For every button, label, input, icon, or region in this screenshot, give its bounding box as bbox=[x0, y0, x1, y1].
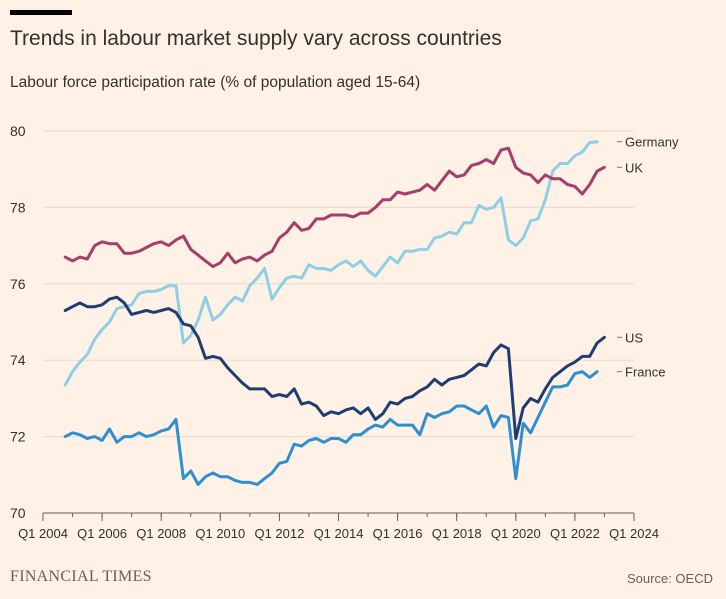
series-label-france: France bbox=[625, 365, 665, 380]
x-tick-label: Q1 2010 bbox=[195, 526, 245, 541]
x-tick-label: Q1 2014 bbox=[314, 526, 364, 541]
grid-layer: 70 72 74 76 78 80 bbox=[10, 123, 634, 521]
x-tick-label: Q1 2008 bbox=[136, 526, 186, 541]
series-line-germany bbox=[63, 140, 599, 387]
y-tick-label: 74 bbox=[10, 352, 26, 368]
x-tick-label: Q1 2006 bbox=[77, 526, 127, 541]
x-tick-label: Q1 2004 bbox=[18, 526, 68, 541]
x-tick-label: Q1 2016 bbox=[373, 526, 423, 541]
series-label-germany: Germany bbox=[625, 135, 679, 150]
x-tick-label: Q1 2012 bbox=[254, 526, 304, 541]
y-tick-label: 76 bbox=[10, 276, 26, 292]
x-tick-label: Q1 2024 bbox=[609, 526, 659, 541]
y-tick-label: 78 bbox=[10, 199, 26, 215]
series-label-us: US bbox=[625, 330, 643, 345]
x-tick-label: Q1 2018 bbox=[432, 526, 482, 541]
series-line-uk bbox=[63, 146, 606, 269]
source-note: Source: OECD bbox=[627, 571, 713, 586]
chart-title: Trends in labour market supply vary acro… bbox=[10, 27, 502, 50]
y-tick-label: 80 bbox=[10, 123, 26, 139]
line-chart: 70 72 74 76 78 80 Q1 2004 Q1 2006 Q1 2008 Q1 201… bbox=[10, 123, 679, 541]
y-tick-label: 72 bbox=[10, 429, 26, 445]
series-labels: Germany UK US France bbox=[617, 135, 679, 380]
series-layer bbox=[63, 140, 606, 486]
x-tick-label: Q1 2020 bbox=[491, 526, 541, 541]
chart-subtitle: Labour force participation rate (% of po… bbox=[10, 74, 421, 91]
x-axis: Q1 2004 Q1 2006 Q1 2008 Q1 2010 Q1 2012 Q1 20… bbox=[18, 512, 659, 541]
series-line-us bbox=[63, 295, 606, 440]
x-tick-label: Q1 2022 bbox=[550, 526, 600, 541]
series-line-france bbox=[63, 370, 599, 486]
ft-logo: FINANCIAL TIMES bbox=[10, 568, 152, 585]
series-label-uk: UK bbox=[625, 160, 643, 175]
brand-bar bbox=[10, 10, 72, 15]
y-tick-label: 70 bbox=[10, 505, 26, 521]
